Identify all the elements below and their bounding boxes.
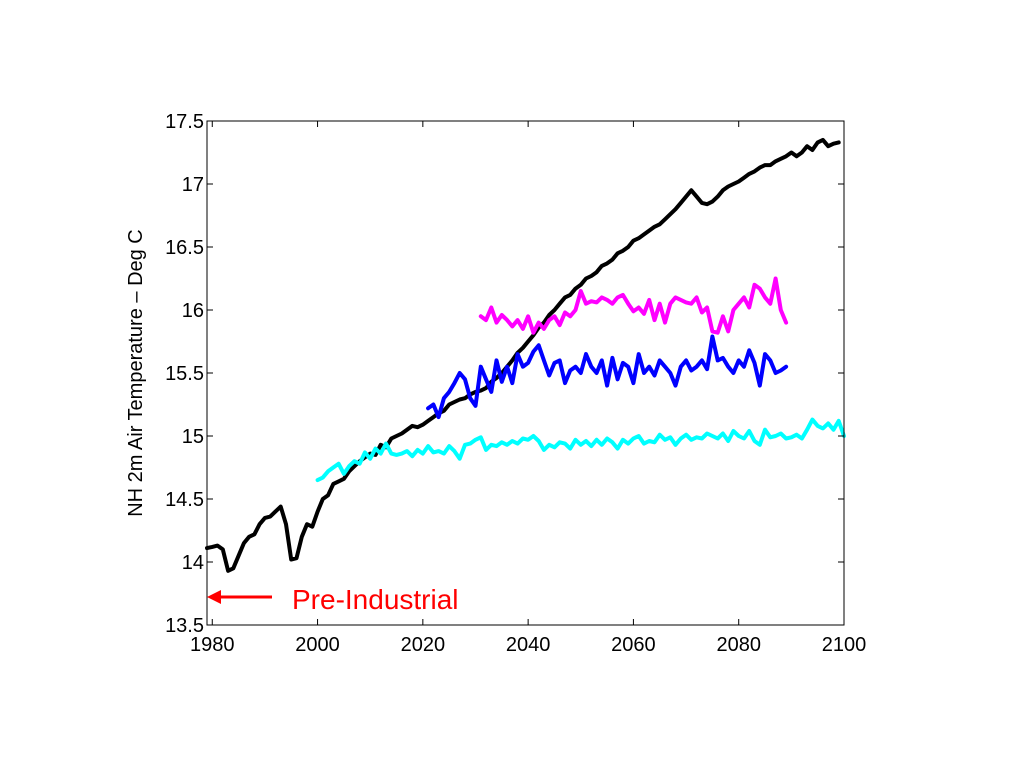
series-line-3 — [426, 334, 789, 420]
y-tick-label: 17 — [182, 174, 204, 196]
y-tick-label: 13.5 — [165, 615, 204, 637]
series-line-1 — [205, 137, 841, 573]
y-tick-label: 15 — [182, 426, 204, 448]
pre-industrial-label: Pre-Industrial — [292, 584, 459, 615]
x-tick-label: 2100 — [822, 634, 867, 656]
y-axis-title: NH 2m Air Temperature – Deg C — [125, 229, 147, 517]
y-tick-label: 17.5 — [165, 111, 204, 133]
y-tick-label: 16 — [182, 300, 204, 322]
y-tick-label: 15.5 — [165, 363, 204, 385]
x-tick-label: 2080 — [716, 634, 761, 656]
pre-industrial-annotation: Pre-Industrial — [207, 584, 459, 615]
y-tick-label: 16.5 — [165, 237, 204, 259]
y-tick-label: 14 — [182, 552, 204, 574]
x-tick-label: 2000 — [295, 634, 340, 656]
x-tick-label: 2040 — [506, 634, 551, 656]
y-tick-label: 14.5 — [165, 489, 204, 511]
plot-area-frame — [206, 120, 845, 626]
x-tick-label: 2020 — [401, 634, 446, 656]
x-tick-label: 1980 — [190, 634, 235, 656]
x-tick-label: 2060 — [611, 634, 656, 656]
series-line-4 — [478, 276, 789, 335]
pre-industrial-arrow-head-icon — [207, 590, 221, 604]
series-line-2 — [315, 417, 846, 483]
series-layer — [205, 137, 846, 573]
axis-ticks: 1980 2000 2020 2040 2060 2080 2100 13.5 14 14.5 15… — [165, 111, 866, 656]
